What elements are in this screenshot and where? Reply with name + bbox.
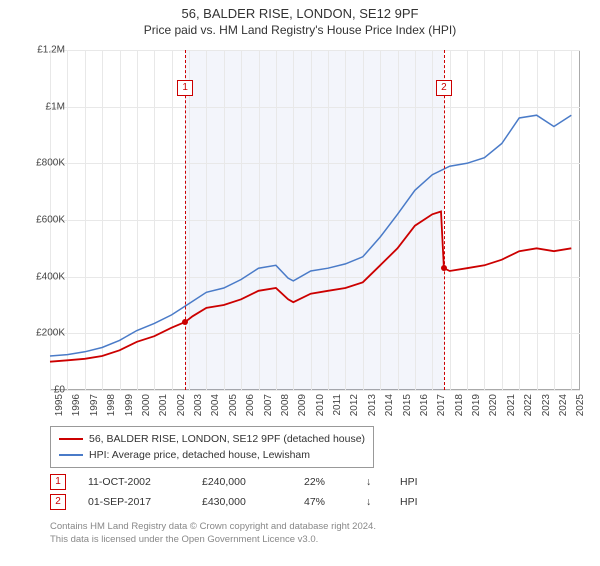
x-tick-label: 1999 bbox=[124, 394, 135, 416]
x-tick-label: 2013 bbox=[367, 394, 378, 416]
x-tick-label: 2012 bbox=[349, 394, 360, 416]
sale-row: 1 11-OCT-2002 £240,000 22% ↓ HPI bbox=[50, 472, 428, 492]
sale-pct: 47% bbox=[304, 496, 344, 508]
sale-pct: 22% bbox=[304, 476, 344, 488]
y-tick-label: £1M bbox=[46, 101, 65, 112]
legend-item: HPI: Average price, detached house, Lewi… bbox=[59, 447, 365, 463]
legend-swatch bbox=[59, 438, 83, 440]
y-tick-label: £1.2M bbox=[37, 45, 65, 56]
x-tick-label: 2007 bbox=[263, 394, 274, 416]
x-tick-label: 2000 bbox=[141, 394, 152, 416]
x-tick-label: 2015 bbox=[402, 394, 413, 416]
x-tick-label: 2021 bbox=[506, 394, 517, 416]
sale-table: 1 11-OCT-2002 £240,000 22% ↓ HPI 2 01-SEP-2017 £… bbox=[50, 472, 428, 512]
down-arrow-icon: ↓ bbox=[366, 496, 378, 508]
sale-hpi-label: HPI bbox=[400, 496, 428, 508]
x-tick-label: 2004 bbox=[210, 394, 221, 416]
sale-row: 2 01-SEP-2017 £430,000 47% ↓ HPI bbox=[50, 492, 428, 512]
x-tick-label: 1995 bbox=[54, 394, 65, 416]
x-tick-label: 2025 bbox=[575, 394, 586, 416]
x-tick-label: 2008 bbox=[280, 394, 291, 416]
x-tick-label: 2003 bbox=[193, 394, 204, 416]
x-tick-label: 2014 bbox=[384, 394, 395, 416]
sale-marker-box: 2 bbox=[436, 80, 452, 96]
x-tick-label: 2016 bbox=[419, 394, 430, 416]
footnote-line2: This data is licensed under the Open Gov… bbox=[50, 533, 376, 546]
sale-dot bbox=[441, 265, 447, 271]
x-tick-label: 1996 bbox=[71, 394, 82, 416]
sale-price: £240,000 bbox=[202, 476, 282, 488]
x-tick-label: 1998 bbox=[106, 394, 117, 416]
x-tick-label: 2019 bbox=[471, 394, 482, 416]
y-tick-label: £800K bbox=[36, 158, 65, 169]
x-tick-label: 2018 bbox=[454, 394, 465, 416]
legend: 56, BALDER RISE, LONDON, SE12 9PF (detac… bbox=[50, 426, 374, 468]
footnote-line1: Contains HM Land Registry data © Crown c… bbox=[50, 520, 376, 533]
y-tick-label: £600K bbox=[36, 215, 65, 226]
sale-marker-line bbox=[444, 50, 445, 390]
x-tick-label: 2023 bbox=[541, 394, 552, 416]
x-tick-label: 2020 bbox=[488, 394, 499, 416]
y-tick-label: £400K bbox=[36, 271, 65, 282]
sale-row-marker: 1 bbox=[50, 474, 66, 490]
series-hpi bbox=[50, 115, 571, 356]
title: 56, BALDER RISE, LONDON, SE12 9PF bbox=[0, 6, 600, 21]
chart-lines bbox=[50, 50, 580, 390]
x-tick-label: 2010 bbox=[315, 394, 326, 416]
x-tick-label: 2001 bbox=[158, 394, 169, 416]
x-tick-label: 1997 bbox=[89, 394, 100, 416]
legend-item: 56, BALDER RISE, LONDON, SE12 9PF (detac… bbox=[59, 431, 365, 447]
subtitle: Price paid vs. HM Land Registry's House … bbox=[0, 23, 600, 37]
series-price_paid bbox=[50, 212, 571, 362]
x-tick-label: 2005 bbox=[228, 394, 239, 416]
legend-label: 56, BALDER RISE, LONDON, SE12 9PF (detac… bbox=[89, 431, 365, 447]
x-tick-label: 2017 bbox=[436, 394, 447, 416]
x-tick-label: 2011 bbox=[332, 394, 343, 416]
y-tick-label: £200K bbox=[36, 328, 65, 339]
sale-marker-box: 1 bbox=[177, 80, 193, 96]
sale-price: £430,000 bbox=[202, 496, 282, 508]
x-tick-label: 2006 bbox=[245, 394, 256, 416]
x-tick-label: 2024 bbox=[558, 394, 569, 416]
x-tick-label: 2002 bbox=[176, 394, 187, 416]
legend-swatch bbox=[59, 454, 83, 456]
sale-row-marker: 2 bbox=[50, 494, 66, 510]
down-arrow-icon: ↓ bbox=[366, 476, 378, 488]
sale-dot bbox=[182, 319, 188, 325]
sale-hpi-label: HPI bbox=[400, 476, 428, 488]
sale-marker-line bbox=[185, 50, 186, 390]
x-tick-label: 2022 bbox=[523, 394, 534, 416]
sale-date: 11-OCT-2002 bbox=[88, 476, 180, 488]
footnote: Contains HM Land Registry data © Crown c… bbox=[50, 520, 376, 546]
chart-area: 12 bbox=[50, 50, 580, 390]
legend-label: HPI: Average price, detached house, Lewi… bbox=[89, 447, 310, 463]
sale-date: 01-SEP-2017 bbox=[88, 496, 180, 508]
x-tick-label: 2009 bbox=[297, 394, 308, 416]
gridline-h bbox=[50, 390, 580, 391]
